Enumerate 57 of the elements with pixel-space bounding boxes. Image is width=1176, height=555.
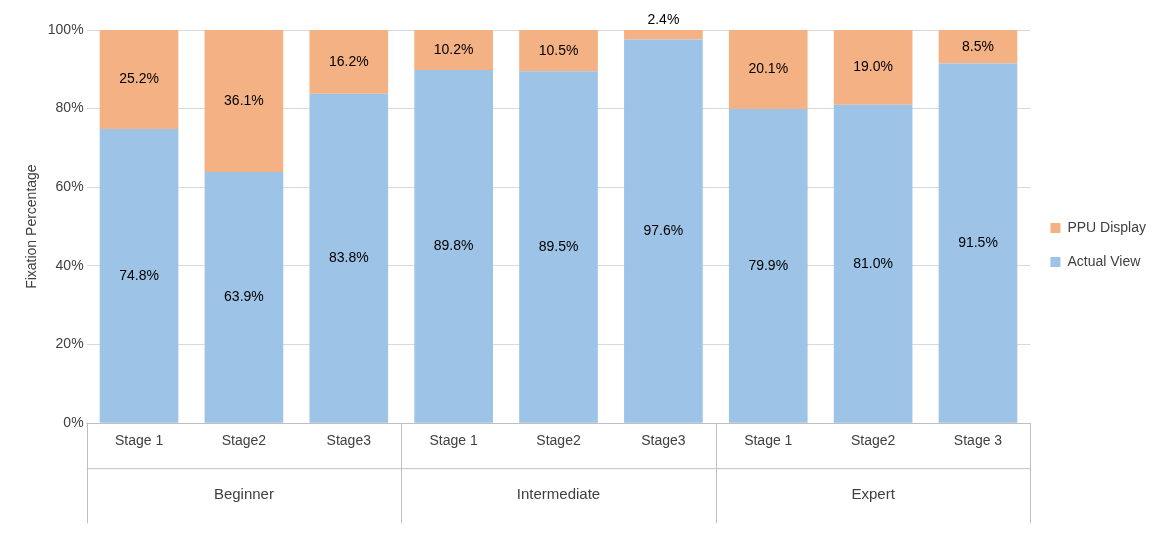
y-tick-label: 40% — [55, 256, 84, 273]
x-tick-label: Stage2 — [536, 432, 581, 449]
y-tick-label: 80% — [55, 99, 84, 116]
legend-label: PPU Display — [1067, 218, 1147, 235]
data-label: 16.2% — [328, 52, 369, 69]
data-label: 10.5% — [538, 41, 579, 58]
legend-label: Actual View — [1067, 252, 1142, 269]
bar — [624, 39, 703, 423]
data-label: 91.5% — [958, 233, 998, 250]
bar — [519, 30, 598, 72]
x-tick-label: Stage 3 — [953, 432, 1003, 449]
data-label: 97.6% — [643, 221, 684, 238]
data-label: 63.9% — [224, 288, 264, 305]
bar — [204, 171, 284, 423]
bar — [624, 30, 703, 40]
data-label: 89.8% — [433, 237, 474, 254]
bar — [519, 71, 598, 423]
x-tick-label: Stage 1 — [429, 432, 478, 449]
bar — [204, 30, 284, 172]
x-tick-label: Stage3 — [641, 432, 686, 449]
data-label: 89.5% — [538, 237, 579, 254]
data-label: 25.2% — [119, 70, 159, 87]
bar — [414, 70, 493, 423]
data-label: 20.1% — [748, 60, 789, 77]
bar — [728, 30, 808, 110]
data-label: 79.9% — [748, 256, 789, 273]
x-tick-label: Stage2 — [221, 432, 267, 449]
bar — [99, 129, 179, 423]
data-label: 81.0% — [853, 254, 893, 271]
data-label: 2.4% — [647, 10, 680, 27]
bar — [938, 30, 1018, 64]
data-label: 19.0% — [853, 58, 893, 75]
bar — [309, 93, 389, 423]
data-label: 74.8% — [119, 266, 159, 283]
x-tick-label: Stage2 — [850, 432, 896, 449]
y-tick-label: 60% — [55, 178, 84, 195]
data-label: 83.8% — [328, 249, 369, 266]
y-tick-label: 100% — [47, 20, 84, 37]
text: Beginner — [213, 485, 274, 503]
data-label: 10.2% — [433, 40, 474, 57]
y-axis-title: Fixation Percentage — [23, 164, 40, 289]
data-label: 8.5% — [962, 37, 994, 54]
text: Expert — [851, 485, 896, 503]
bar — [728, 109, 808, 423]
x-tick-label: Stage3 — [326, 432, 372, 449]
data-label: 36.1% — [224, 91, 264, 108]
bar — [414, 30, 493, 71]
bar — [309, 30, 389, 94]
bar — [938, 63, 1018, 423]
x-tick-label: Stage 1 — [114, 432, 164, 449]
x-tick-label: Stage 1 — [744, 432, 793, 449]
y-tick-label: 0% — [63, 414, 84, 431]
bar — [99, 30, 179, 130]
bar — [833, 104, 913, 423]
bar — [833, 30, 913, 105]
y-tick-label: 20% — [55, 335, 84, 352]
text: Intermediate — [516, 485, 601, 503]
